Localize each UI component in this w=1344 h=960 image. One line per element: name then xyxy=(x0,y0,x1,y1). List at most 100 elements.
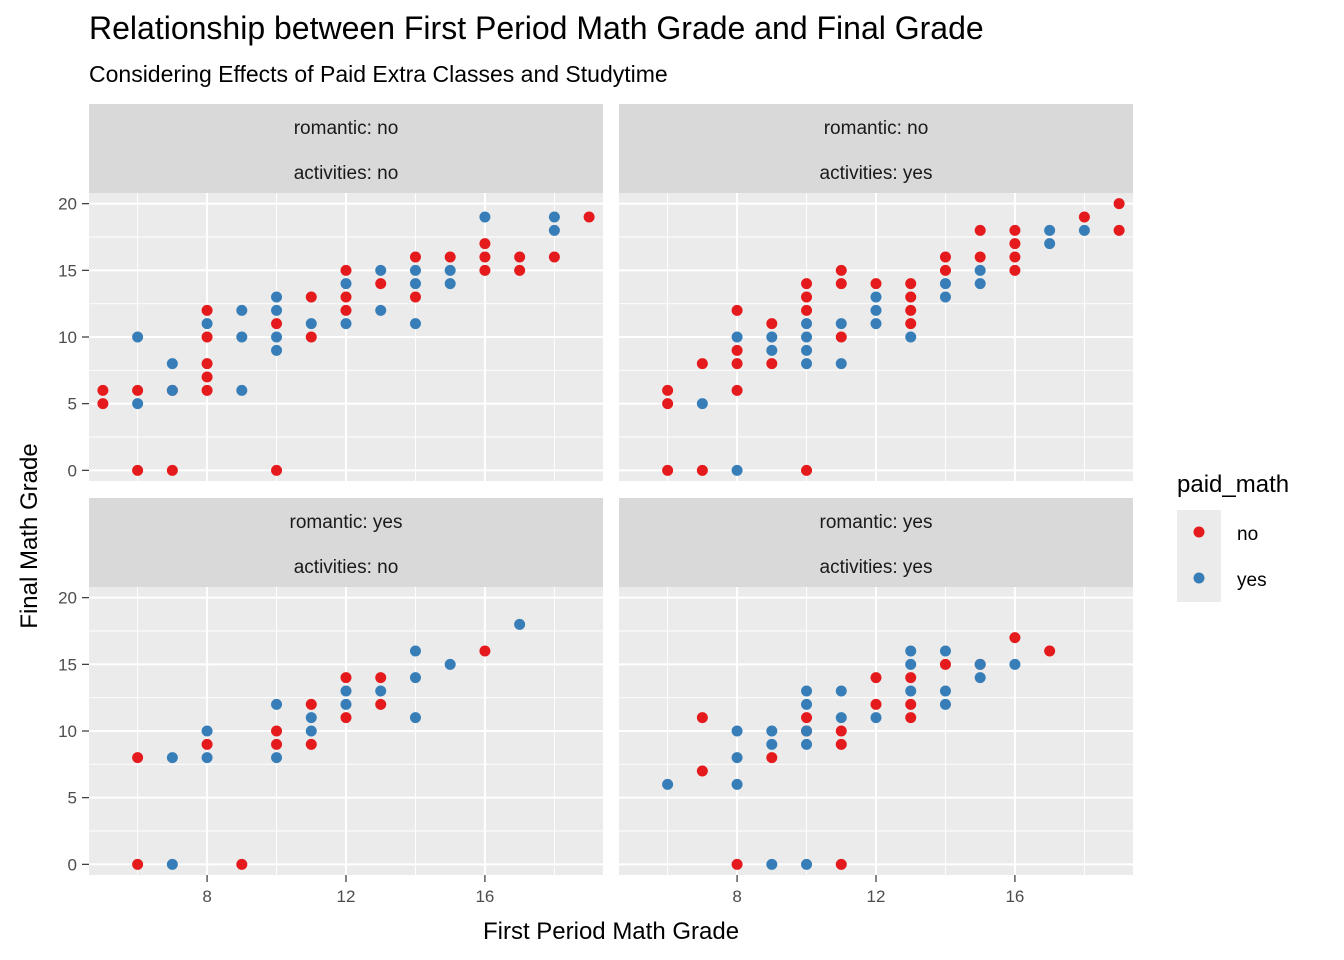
data-point-paid-yes xyxy=(444,264,456,276)
data-point-paid-yes xyxy=(166,858,178,870)
data-point-paid-no xyxy=(731,344,743,356)
data-point-paid-no xyxy=(201,358,213,370)
data-point-paid-yes xyxy=(835,712,847,724)
y-axis-ticks: 0 5 10 15 20 0 5 10 15 20 xyxy=(58,195,89,874)
data-point-paid-yes xyxy=(870,304,882,316)
data-point-paid-no xyxy=(201,738,213,750)
data-point-paid-no xyxy=(905,304,917,316)
data-point-paid-yes xyxy=(409,278,421,290)
data-point-paid-no xyxy=(801,304,813,316)
data-point-paid-no xyxy=(271,318,283,330)
data-point-paid-no xyxy=(375,698,387,710)
data-point-paid-no xyxy=(166,464,178,476)
data-point-paid-no xyxy=(766,318,778,330)
data-point-paid-no xyxy=(731,358,743,370)
data-point-paid-no xyxy=(375,278,387,290)
data-point-paid-no xyxy=(236,858,248,870)
data-point-paid-no xyxy=(340,264,352,276)
data-point-paid-no xyxy=(801,464,813,476)
data-point-paid-yes xyxy=(305,318,317,330)
data-point-paid-no xyxy=(835,278,847,290)
y-tick-label: 15 xyxy=(58,261,77,280)
data-point-paid-no xyxy=(97,398,109,410)
data-point-paid-no xyxy=(1113,198,1125,210)
data-point-paid-yes xyxy=(801,738,813,750)
data-point-paid-yes xyxy=(514,618,526,630)
data-point-paid-no xyxy=(132,384,144,396)
facet-strip-label: romantic: no xyxy=(824,118,929,139)
data-point-paid-yes xyxy=(1044,238,1056,250)
data-point-paid-yes xyxy=(766,738,778,750)
data-point-paid-yes xyxy=(201,318,213,330)
data-point-paid-no xyxy=(583,211,595,223)
data-point-paid-no xyxy=(514,264,526,276)
data-point-paid-yes xyxy=(1078,224,1090,236)
data-point-paid-no xyxy=(1044,645,1056,657)
facet-strip-label: romantic: yes xyxy=(290,512,403,533)
facet-panel-4: romantic: yes activities: yes xyxy=(619,498,1133,875)
data-point-paid-yes xyxy=(905,658,917,670)
data-point-paid-no xyxy=(1009,238,1021,250)
data-point-paid-no xyxy=(479,645,491,657)
data-point-paid-yes xyxy=(870,291,882,303)
data-point-paid-yes xyxy=(409,712,421,724)
data-point-paid-yes xyxy=(939,645,951,657)
data-point-paid-yes xyxy=(835,318,847,330)
data-point-paid-yes xyxy=(870,318,882,330)
data-point-paid-no xyxy=(271,464,283,476)
data-point-paid-no xyxy=(766,358,778,370)
data-point-paid-yes xyxy=(340,698,352,710)
data-point-paid-no xyxy=(1009,224,1021,236)
data-point-paid-yes xyxy=(409,264,421,276)
x-tick-label: 8 xyxy=(202,887,211,906)
facet-strip-label: activities: no xyxy=(294,557,399,578)
data-point-paid-yes xyxy=(548,211,560,223)
data-point-paid-yes xyxy=(731,331,743,343)
data-point-paid-no xyxy=(479,238,491,250)
data-point-paid-yes xyxy=(548,224,560,236)
data-point-paid-no xyxy=(801,291,813,303)
data-point-paid-no xyxy=(479,251,491,263)
y-tick-label: 0 xyxy=(68,855,77,874)
data-point-paid-yes xyxy=(1044,224,1056,236)
x-tick-label: 16 xyxy=(475,887,494,906)
data-point-paid-yes xyxy=(696,398,708,410)
data-point-paid-yes xyxy=(375,685,387,697)
data-point-paid-no xyxy=(409,251,421,263)
data-point-paid-yes xyxy=(835,358,847,370)
data-point-paid-no xyxy=(479,264,491,276)
data-point-paid-no xyxy=(1113,224,1125,236)
data-point-paid-no xyxy=(1009,632,1021,644)
data-point-paid-no xyxy=(444,251,456,263)
data-point-paid-no xyxy=(835,738,847,750)
data-point-paid-yes xyxy=(409,318,421,330)
x-tick-label: 16 xyxy=(1005,887,1024,906)
data-point-paid-no xyxy=(375,672,387,684)
data-point-paid-yes xyxy=(340,318,352,330)
facet-strip-background xyxy=(619,498,1133,587)
data-point-paid-yes xyxy=(132,331,144,343)
data-point-paid-yes xyxy=(766,858,778,870)
data-point-paid-no xyxy=(201,304,213,316)
data-point-paid-no xyxy=(340,672,352,684)
y-tick-label: 5 xyxy=(68,789,77,808)
facet-panel-2: romantic: no activities: yes xyxy=(619,104,1133,481)
data-point-paid-no xyxy=(870,278,882,290)
data-point-paid-no xyxy=(835,331,847,343)
data-point-paid-no xyxy=(662,384,674,396)
data-point-paid-no xyxy=(305,738,317,750)
facet-panel-1: romantic: no activities: no xyxy=(89,104,603,481)
data-point-paid-yes xyxy=(939,685,951,697)
data-point-paid-yes xyxy=(801,858,813,870)
data-point-paid-yes xyxy=(766,331,778,343)
data-point-paid-no xyxy=(662,398,674,410)
data-point-paid-yes xyxy=(340,278,352,290)
data-point-paid-yes xyxy=(1009,658,1021,670)
data-point-paid-yes xyxy=(905,645,917,657)
data-point-paid-yes xyxy=(801,331,813,343)
data-point-paid-no xyxy=(305,331,317,343)
y-axis-title: Final Math Grade xyxy=(16,443,43,628)
data-point-paid-no xyxy=(201,384,213,396)
data-point-paid-no xyxy=(939,658,951,670)
